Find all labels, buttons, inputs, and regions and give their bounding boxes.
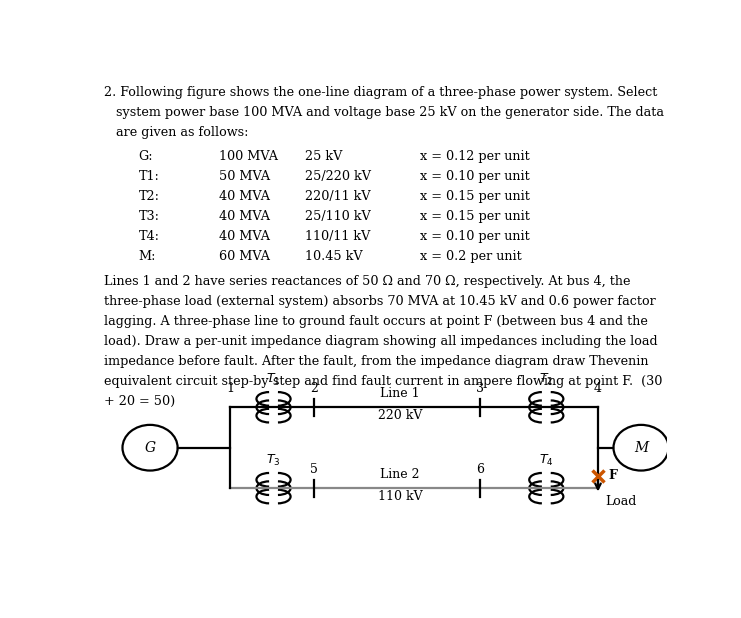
Text: T1:: T1: bbox=[139, 170, 159, 183]
Text: Line 1: Line 1 bbox=[380, 387, 419, 400]
Text: $T_2$: $T_2$ bbox=[539, 371, 554, 387]
Text: 220/11 kV: 220/11 kV bbox=[305, 190, 370, 203]
Text: system power base 100 MVA and voltage base 25 kV on the generator side. The data: system power base 100 MVA and voltage ba… bbox=[104, 106, 664, 119]
Text: 50 MVA: 50 MVA bbox=[219, 170, 270, 183]
Text: G: G bbox=[144, 441, 156, 455]
Text: 3: 3 bbox=[476, 383, 485, 396]
Text: T2:: T2: bbox=[139, 190, 159, 203]
Text: + 20 = 50): + 20 = 50) bbox=[104, 396, 176, 408]
Text: 110 kV: 110 kV bbox=[378, 490, 422, 503]
Text: are given as follows:: are given as follows: bbox=[104, 126, 249, 139]
Text: x = 0.15 per unit: x = 0.15 per unit bbox=[420, 190, 530, 203]
Text: 2: 2 bbox=[310, 383, 318, 396]
Text: 1: 1 bbox=[227, 383, 234, 396]
Text: x = 0.2 per unit: x = 0.2 per unit bbox=[420, 250, 522, 263]
Text: 100 MVA: 100 MVA bbox=[219, 150, 278, 163]
Text: $T_3$: $T_3$ bbox=[266, 452, 281, 468]
Text: 25/110 kV: 25/110 kV bbox=[305, 210, 370, 222]
Text: impedance before fault. After the fault, from the impedance diagram draw Theveni: impedance before fault. After the fault,… bbox=[104, 355, 648, 368]
Text: 2. Following figure shows the one-line diagram of a three-phase power system. Se: 2. Following figure shows the one-line d… bbox=[104, 86, 657, 99]
Text: x = 0.15 per unit: x = 0.15 per unit bbox=[420, 210, 530, 222]
Text: 6: 6 bbox=[476, 464, 485, 476]
Text: 5: 5 bbox=[310, 464, 318, 476]
Text: M:: M: bbox=[139, 250, 156, 263]
Text: 4: 4 bbox=[594, 383, 602, 396]
Text: 10.45 kV: 10.45 kV bbox=[305, 250, 363, 263]
Text: x = 0.10 per unit: x = 0.10 per unit bbox=[420, 170, 530, 183]
Text: 220 kV: 220 kV bbox=[378, 409, 422, 422]
Text: Lines 1 and 2 have series reactances of 50 Ω and 70 Ω, respectively. At bus 4, t: Lines 1 and 2 have series reactances of … bbox=[104, 276, 631, 289]
Text: F: F bbox=[608, 469, 617, 482]
Text: equivalent circuit step-by-step and find fault current in ampere flowing at poin: equivalent circuit step-by-step and find… bbox=[104, 375, 662, 388]
Text: G:: G: bbox=[139, 150, 153, 163]
Text: lagging. A three-phase line to ground fault occurs at point F (between bus 4 and: lagging. A three-phase line to ground fa… bbox=[104, 315, 648, 328]
Text: x = 0.10 per unit: x = 0.10 per unit bbox=[420, 230, 530, 243]
Text: T4:: T4: bbox=[139, 230, 159, 243]
Text: 25/220 kV: 25/220 kV bbox=[305, 170, 371, 183]
Text: x = 0.12 per unit: x = 0.12 per unit bbox=[420, 150, 530, 163]
Text: 40 MVA: 40 MVA bbox=[219, 190, 270, 203]
Text: 60 MVA: 60 MVA bbox=[219, 250, 270, 263]
Text: 40 MVA: 40 MVA bbox=[219, 210, 270, 222]
Text: M: M bbox=[634, 441, 648, 455]
Text: $T_1$: $T_1$ bbox=[266, 371, 281, 387]
Text: Line 2: Line 2 bbox=[380, 468, 419, 481]
Text: 40 MVA: 40 MVA bbox=[219, 230, 270, 243]
Text: Load: Load bbox=[605, 495, 637, 508]
Text: load). Draw a per-unit impedance diagram showing all impedances including the lo: load). Draw a per-unit impedance diagram… bbox=[104, 336, 658, 349]
Text: $T_4$: $T_4$ bbox=[539, 452, 554, 468]
Text: T3:: T3: bbox=[139, 210, 159, 222]
Text: 110/11 kV: 110/11 kV bbox=[305, 230, 370, 243]
Text: 25 kV: 25 kV bbox=[305, 150, 342, 163]
Text: three-phase load (external system) absorbs 70 MVA at 10.45 kV and 0.6 power fact: three-phase load (external system) absor… bbox=[104, 295, 656, 308]
